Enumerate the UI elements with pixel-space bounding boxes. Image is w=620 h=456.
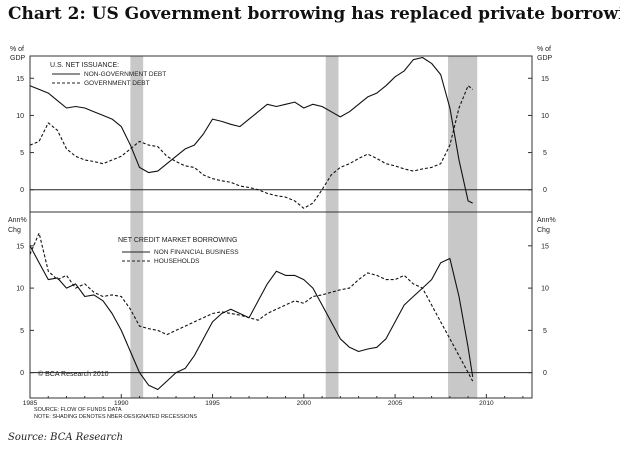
bottom-right-axis-label-1: Ann% bbox=[537, 217, 556, 224]
panel-bottom-title: NET CREDIT MARKET BORROWING bbox=[118, 237, 237, 244]
y-tick-label-right-top-0: 0 bbox=[543, 187, 547, 194]
bottom-left-axis-label-1: Ann% bbox=[8, 217, 27, 224]
recession-shade-top-1 bbox=[130, 56, 144, 212]
top-right-axis-label-1: % of bbox=[537, 46, 551, 53]
y-tick-label-left-top-0: 0 bbox=[20, 187, 24, 194]
panel-top-title: U.S. NET ISSUANCE: bbox=[50, 62, 119, 69]
series-line-top-2 bbox=[29, 85, 474, 209]
recession-shade-bottom-3 bbox=[448, 212, 478, 398]
series-line-bottom-1 bbox=[29, 245, 474, 391]
footnote-source: SOURCE: FLOW OF FUNDS DATA bbox=[34, 407, 122, 413]
y-tick-label-right-top-5: 5 bbox=[543, 150, 547, 157]
legend-non-government-debt-label: NON-GOVERNMENT DEBT bbox=[84, 71, 166, 78]
bottom-left-axis-label-2: Chg bbox=[8, 227, 21, 234]
y-tick-label-right-bottom-5: 5 bbox=[543, 328, 547, 335]
recession-shade-bottom-1 bbox=[130, 212, 144, 398]
y-tick-label-right-bottom-10: 10 bbox=[541, 286, 549, 293]
y-tick-label-right-top-15: 15 bbox=[541, 76, 549, 83]
top-left-axis-label-2: GDP bbox=[10, 55, 26, 62]
x-tick-label-2005: 2005 bbox=[388, 400, 403, 407]
legend-households-label: HOUSEHOLDS bbox=[154, 258, 200, 265]
y-tick-label-right-bottom-0: 0 bbox=[543, 370, 547, 377]
source-note: Source: BCA Research bbox=[8, 432, 124, 443]
footnote-shading: NOTE: SHADING DENOTES NBER-DESIGNATED RE… bbox=[34, 414, 197, 420]
y-tick-label-left-top-10: 10 bbox=[16, 113, 24, 120]
x-tick-label-1990: 1990 bbox=[114, 400, 129, 407]
legend-government-debt-label: GOVERNMENT DEBT bbox=[84, 80, 150, 87]
x-tick-label-2000: 2000 bbox=[297, 400, 312, 407]
top-right-axis-label-2: GDP bbox=[537, 55, 553, 62]
top-left-axis-label-1: % of bbox=[10, 46, 24, 53]
y-tick-label-left-bottom-10: 10 bbox=[16, 286, 24, 293]
x-tick-label-2010: 2010 bbox=[479, 400, 494, 407]
x-tick-label-1985: 1985 bbox=[23, 400, 38, 407]
y-tick-label-left-top-5: 5 bbox=[20, 150, 24, 157]
y-tick-label-right-bottom-15: 15 bbox=[541, 243, 549, 250]
y-tick-label-left-top-15: 15 bbox=[16, 76, 24, 83]
y-tick-label-left-bottom-5: 5 bbox=[20, 328, 24, 335]
recession-shade-bottom-2 bbox=[325, 212, 339, 398]
chart-title: Chart 2: US Government borrowing has rep… bbox=[8, 4, 620, 24]
x-tick-label-1995: 1995 bbox=[205, 400, 220, 407]
recession-shade-top-3 bbox=[448, 56, 478, 212]
y-tick-label-left-bottom-15: 15 bbox=[16, 243, 24, 250]
copyright-note: © BCA Research 2010 bbox=[38, 370, 109, 378]
recession-shade-top-2 bbox=[325, 56, 339, 212]
series-line-top-1 bbox=[29, 56, 473, 204]
legend-non-financial-business-label: NON FINANCIAL BUSINESS bbox=[154, 249, 239, 256]
y-tick-label-left-bottom-0: 0 bbox=[20, 370, 24, 377]
series-line-bottom-2 bbox=[29, 232, 474, 382]
chart-frame bbox=[29, 55, 533, 399]
y-tick-label-right-top-10: 10 bbox=[541, 113, 549, 120]
bottom-right-axis-label-2: Chg bbox=[537, 227, 550, 234]
